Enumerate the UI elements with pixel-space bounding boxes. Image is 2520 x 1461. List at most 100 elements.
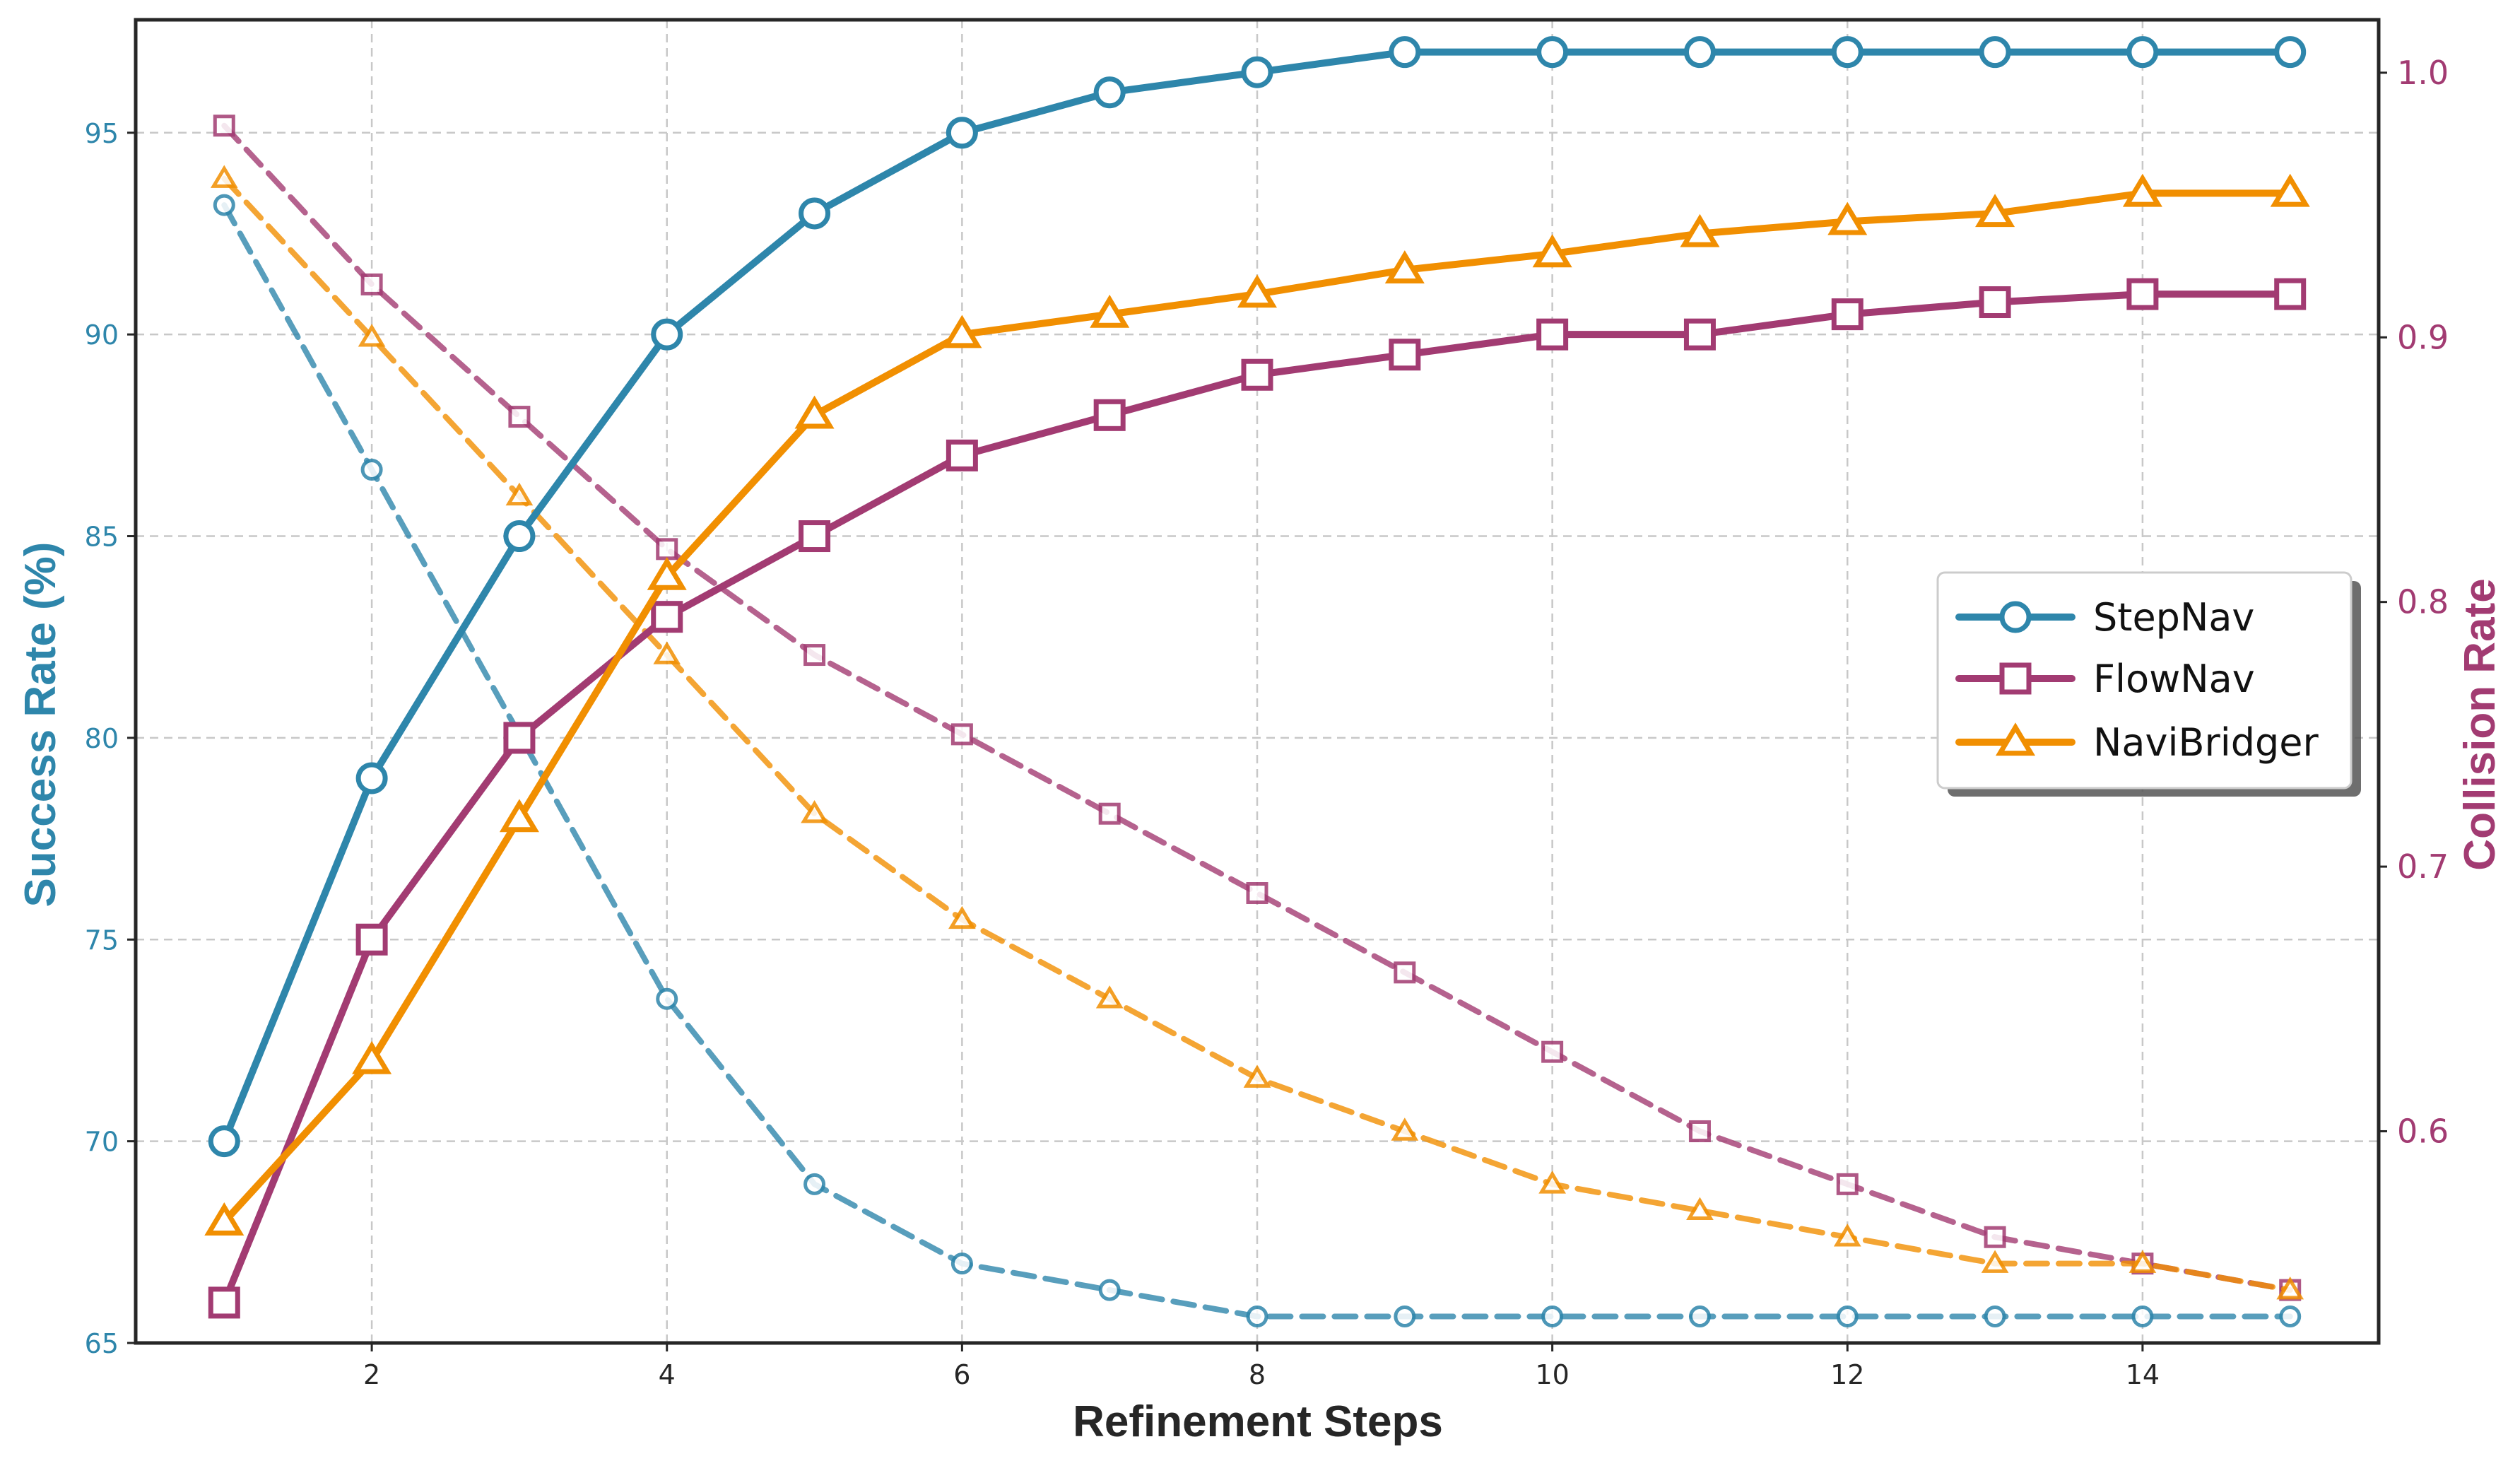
data-point — [499, 799, 539, 833]
tick-layer: 2 4 6 8 10 12 14 65 70 75 80 85 90 95 0.6 0.7 0.8 0.9 1.0 — [85, 54, 2449, 1390]
data-point — [942, 315, 982, 348]
legend-label: FlowNav — [2093, 657, 2255, 701]
series-stepnav — [208, 36, 2307, 1158]
legend: StepNav FlowNav NaviBridger — [1936, 571, 2361, 797]
x-tick-label: 12 — [1830, 1359, 1864, 1390]
data-point — [1532, 234, 1572, 268]
data-point — [1246, 882, 1268, 905]
legend-swatch-marker — [1995, 722, 2036, 756]
series-layer — [204, 36, 2310, 1328]
y-axis-label: Success Rate (%) — [16, 542, 65, 908]
data-point — [656, 987, 678, 1010]
y2-tick-label: 0.7 — [2397, 847, 2449, 886]
y-tick-label: 80 — [85, 723, 119, 754]
data-point — [210, 165, 238, 188]
data-point — [1683, 36, 1716, 69]
x-axis-label: Refinement Steps — [1073, 1397, 1443, 1446]
data-point — [1394, 961, 1416, 984]
data-point — [794, 395, 835, 429]
data-point — [503, 722, 536, 754]
data-point — [1243, 1064, 1271, 1088]
data-point — [1093, 76, 1126, 109]
data-point — [803, 1173, 826, 1195]
data-point — [2274, 36, 2307, 69]
x-tick-label: 2 — [363, 1359, 380, 1390]
data-point — [213, 194, 235, 216]
data-point — [1090, 294, 1130, 328]
data-point — [1833, 1224, 1861, 1247]
data-point — [208, 1286, 240, 1319]
data-point — [1389, 339, 1421, 371]
data-point — [946, 439, 978, 471]
data-point — [1831, 298, 1863, 331]
data-point — [651, 601, 683, 633]
data-point — [1246, 1305, 1268, 1328]
data-point — [1688, 1120, 1711, 1142]
data-point — [1541, 1305, 1564, 1328]
data-point — [360, 273, 383, 295]
data-point — [2279, 1305, 2302, 1328]
data-point — [1536, 36, 1569, 69]
data-point — [656, 538, 678, 561]
series-navibridger-collision — [210, 165, 2304, 1300]
series-navibridger — [204, 173, 2310, 1236]
data-point — [2129, 1250, 2157, 1273]
legend-label: StepNav — [2093, 595, 2254, 640]
data-point — [355, 762, 388, 794]
data-point — [1975, 194, 2015, 228]
data-point — [950, 1252, 973, 1275]
data-point — [1098, 1279, 1121, 1301]
data-point — [1683, 318, 1716, 351]
data-point — [1237, 274, 1278, 308]
y-tick-label: 65 — [85, 1328, 119, 1359]
data-point — [508, 406, 531, 428]
y2-tick-label: 0.9 — [2397, 318, 2449, 356]
data-point — [2126, 36, 2159, 69]
data-point — [1098, 802, 1121, 825]
data-point — [358, 324, 386, 347]
data-point — [1680, 213, 1720, 247]
data-point — [2122, 173, 2162, 207]
data-point — [208, 1125, 240, 1158]
data-point — [1688, 1305, 1711, 1328]
data-point — [1095, 985, 1124, 1009]
data-point — [213, 115, 235, 137]
data-point — [1241, 358, 1273, 391]
legend-items: StepNav FlowNav NaviBridger — [1955, 595, 2319, 765]
data-point — [1241, 56, 1273, 88]
x-tick-label: 10 — [1535, 1359, 1569, 1390]
y-tick-label: 85 — [85, 522, 119, 553]
legend-label: NaviBridger — [2093, 720, 2319, 765]
legend-swatch-marker — [1999, 662, 2032, 695]
data-point — [2274, 278, 2307, 310]
series-flownav — [208, 278, 2307, 1319]
y-tick-label: 90 — [85, 319, 119, 351]
data-point — [1093, 399, 1126, 431]
data-point — [352, 1040, 392, 1074]
legend-item-flownav: FlowNav — [1955, 657, 2255, 701]
data-point — [950, 723, 973, 746]
data-point — [2126, 278, 2159, 310]
data-point — [355, 923, 388, 956]
data-point — [1827, 201, 1868, 235]
grid-lines — [136, 20, 2379, 1344]
data-point — [651, 318, 683, 351]
x-tick-label: 4 — [659, 1359, 676, 1390]
data-point — [1836, 1173, 1859, 1195]
data-point — [801, 800, 828, 823]
data-point — [799, 520, 831, 553]
data-point — [1391, 1117, 1419, 1141]
y-tick-label: 70 — [85, 1127, 119, 1158]
data-point — [946, 117, 978, 149]
y2-tick-label: 0.8 — [2397, 583, 2449, 621]
legend-item-navibridger: NaviBridger — [1955, 720, 2319, 765]
y2-tick-label: 0.6 — [2397, 1112, 2449, 1150]
y2-tick-label: 1.0 — [2397, 54, 2449, 92]
data-point — [1389, 36, 1421, 69]
data-point — [799, 197, 831, 230]
data-point — [204, 1202, 245, 1236]
data-point — [1979, 286, 2011, 319]
data-point — [1384, 250, 1425, 284]
legend-swatch-marker — [1999, 601, 2032, 633]
